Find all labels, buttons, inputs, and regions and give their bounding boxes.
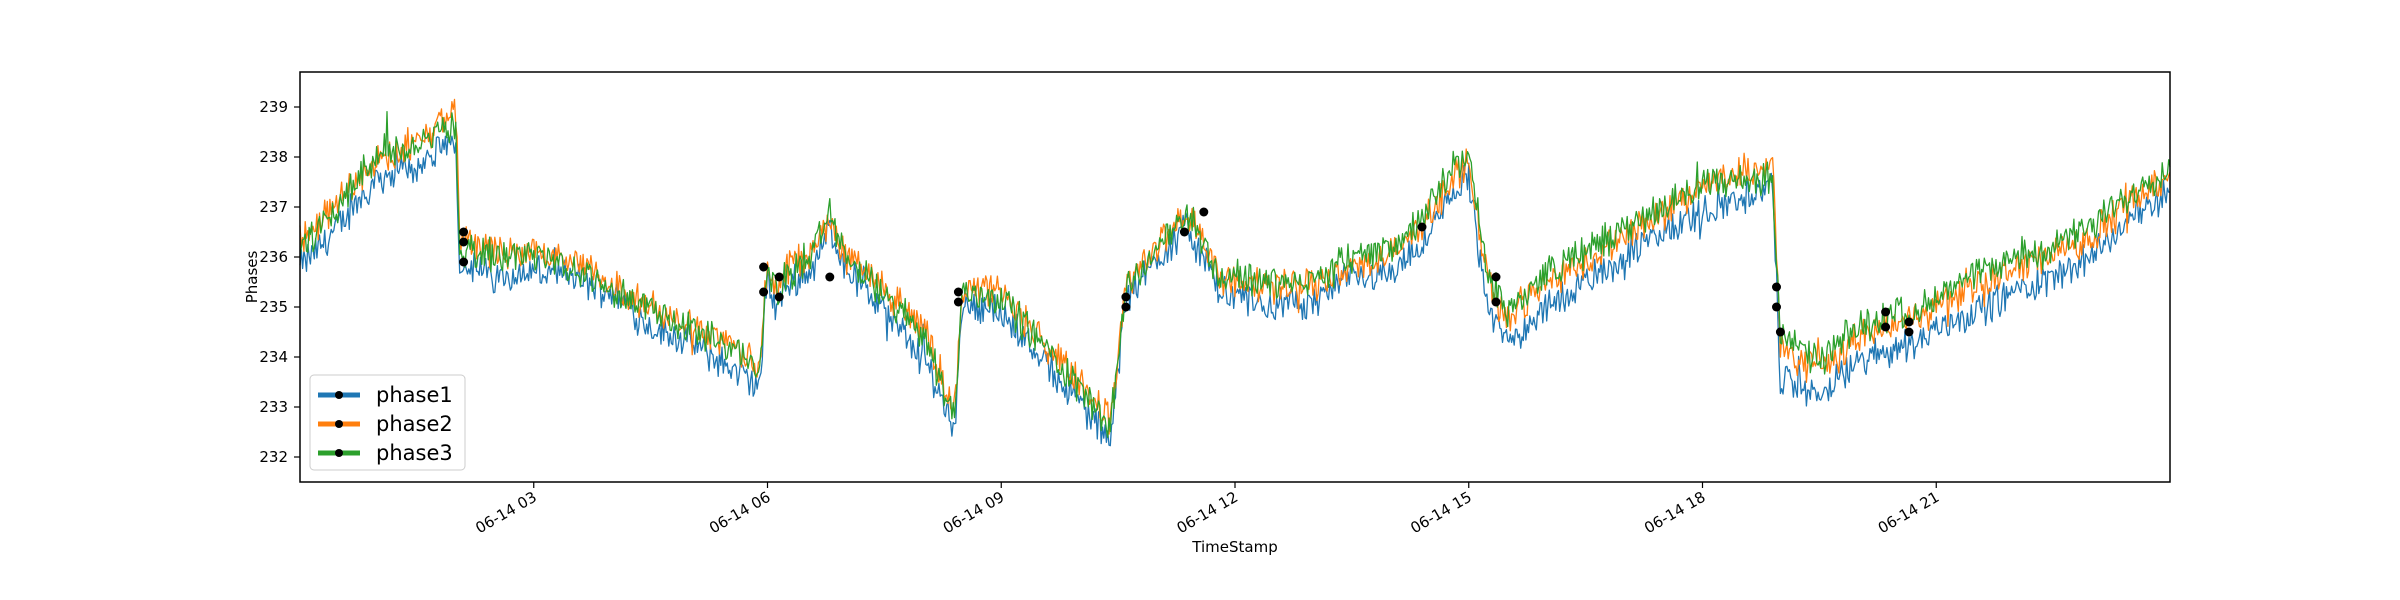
event-marker	[1199, 207, 1209, 217]
y-tick-label: 232	[259, 448, 288, 466]
marker-layer	[459, 207, 1914, 337]
y-tick-label: 237	[259, 198, 288, 216]
event-marker	[1904, 327, 1914, 337]
event-marker	[1904, 317, 1914, 327]
legend-item-phase1: phase1	[318, 383, 453, 407]
event-marker	[1121, 302, 1131, 312]
event-marker	[953, 287, 963, 297]
x-tick-label: 06-14 18	[1641, 488, 1708, 537]
event-marker	[1179, 227, 1189, 237]
legend-item-phase2: phase2	[318, 412, 453, 436]
event-marker	[1491, 272, 1501, 282]
legend-marker	[335, 420, 343, 428]
event-marker	[953, 297, 963, 307]
legend-box	[309, 374, 466, 471]
event-marker	[774, 272, 784, 282]
y-tick-label: 235	[259, 298, 288, 316]
x-tick-label: 06-14 09	[940, 488, 1007, 537]
legend-marker	[335, 391, 343, 399]
series-line-phase2	[299, 98, 2171, 435]
event-marker	[759, 262, 769, 272]
x-tick-label: 06-14 12	[1174, 488, 1241, 537]
y-axis-label: Phases	[243, 251, 261, 304]
event-marker	[1775, 327, 1785, 337]
x-tick-label: 06-14 15	[1407, 488, 1474, 537]
event-marker	[459, 227, 469, 237]
x-tick-label: 06-14 21	[1875, 488, 1942, 537]
series-layer	[299, 98, 2171, 447]
legend-item-phase3: phase3	[318, 441, 453, 465]
legend-marker	[335, 449, 343, 457]
legend-label: phase2	[376, 412, 453, 436]
event-marker	[1881, 322, 1891, 332]
x-tick-label: 06-14 06	[706, 488, 773, 537]
y-tick-label: 236	[259, 248, 288, 266]
legend-label: phase3	[376, 441, 453, 465]
event-marker	[1772, 302, 1781, 312]
y-tick-label: 233	[259, 398, 288, 416]
event-marker	[459, 257, 469, 267]
y-tick-label: 234	[259, 348, 288, 366]
series-line-phase3	[299, 110, 2171, 438]
legend-label: phase1	[376, 383, 453, 407]
x-axis: 06-14 03 06-14 06 06-14 09 06-14 12 06-14 15…	[472, 482, 1942, 537]
y-tick-label: 239	[259, 98, 288, 116]
event-marker	[1121, 292, 1131, 302]
x-tick-label: 06-14 03	[472, 488, 539, 537]
y-tick-label: 238	[259, 148, 288, 166]
event-marker	[759, 287, 769, 297]
event-marker	[774, 292, 784, 302]
x-axis-label: TimeStamp	[1191, 538, 1277, 556]
event-marker	[1417, 222, 1427, 232]
event-marker	[1772, 282, 1781, 292]
event-marker	[1881, 307, 1891, 317]
event-marker	[825, 272, 835, 282]
legend: phase1 phase2 phase3	[309, 374, 466, 471]
event-marker	[1491, 297, 1501, 307]
event-marker	[459, 237, 469, 247]
y-axis: 232 233 234 235 236 237 238 239	[259, 98, 300, 466]
